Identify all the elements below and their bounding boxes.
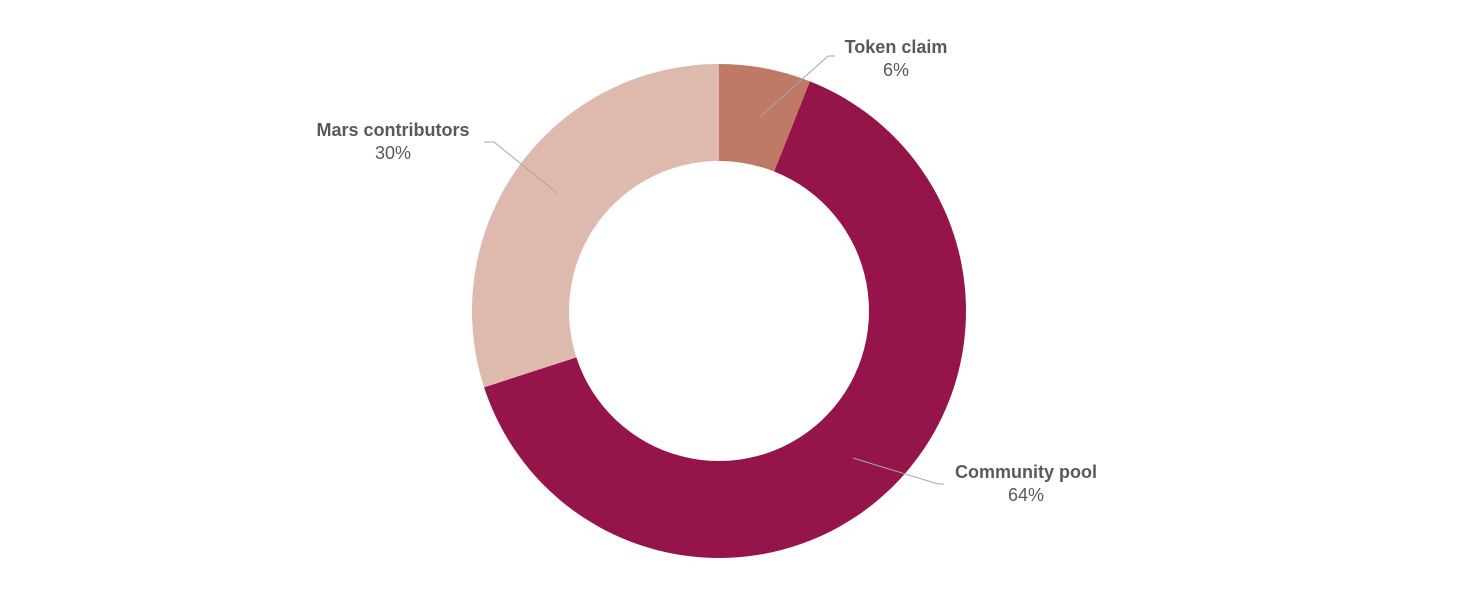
leader-line xyxy=(484,141,558,194)
slice-label-name: Community pool xyxy=(955,462,1097,482)
slice-label-name: Mars contributors xyxy=(316,120,469,140)
leader-line xyxy=(759,55,835,118)
donut-slice-token-claim xyxy=(719,64,810,172)
donut-slice-mars-contributors xyxy=(472,64,719,388)
slices-layer xyxy=(472,64,966,558)
slice-label-value: 6% xyxy=(883,60,909,80)
slice-label-name: Token claim xyxy=(845,37,948,57)
slice-label-value: 30% xyxy=(375,143,411,163)
leader-line xyxy=(852,457,944,485)
slice-label-value: 64% xyxy=(1008,485,1044,505)
labels-layer: Token claim 6% Community pool 64% Mars contr… xyxy=(316,37,1097,505)
donut-slice-community-pool xyxy=(484,81,966,558)
